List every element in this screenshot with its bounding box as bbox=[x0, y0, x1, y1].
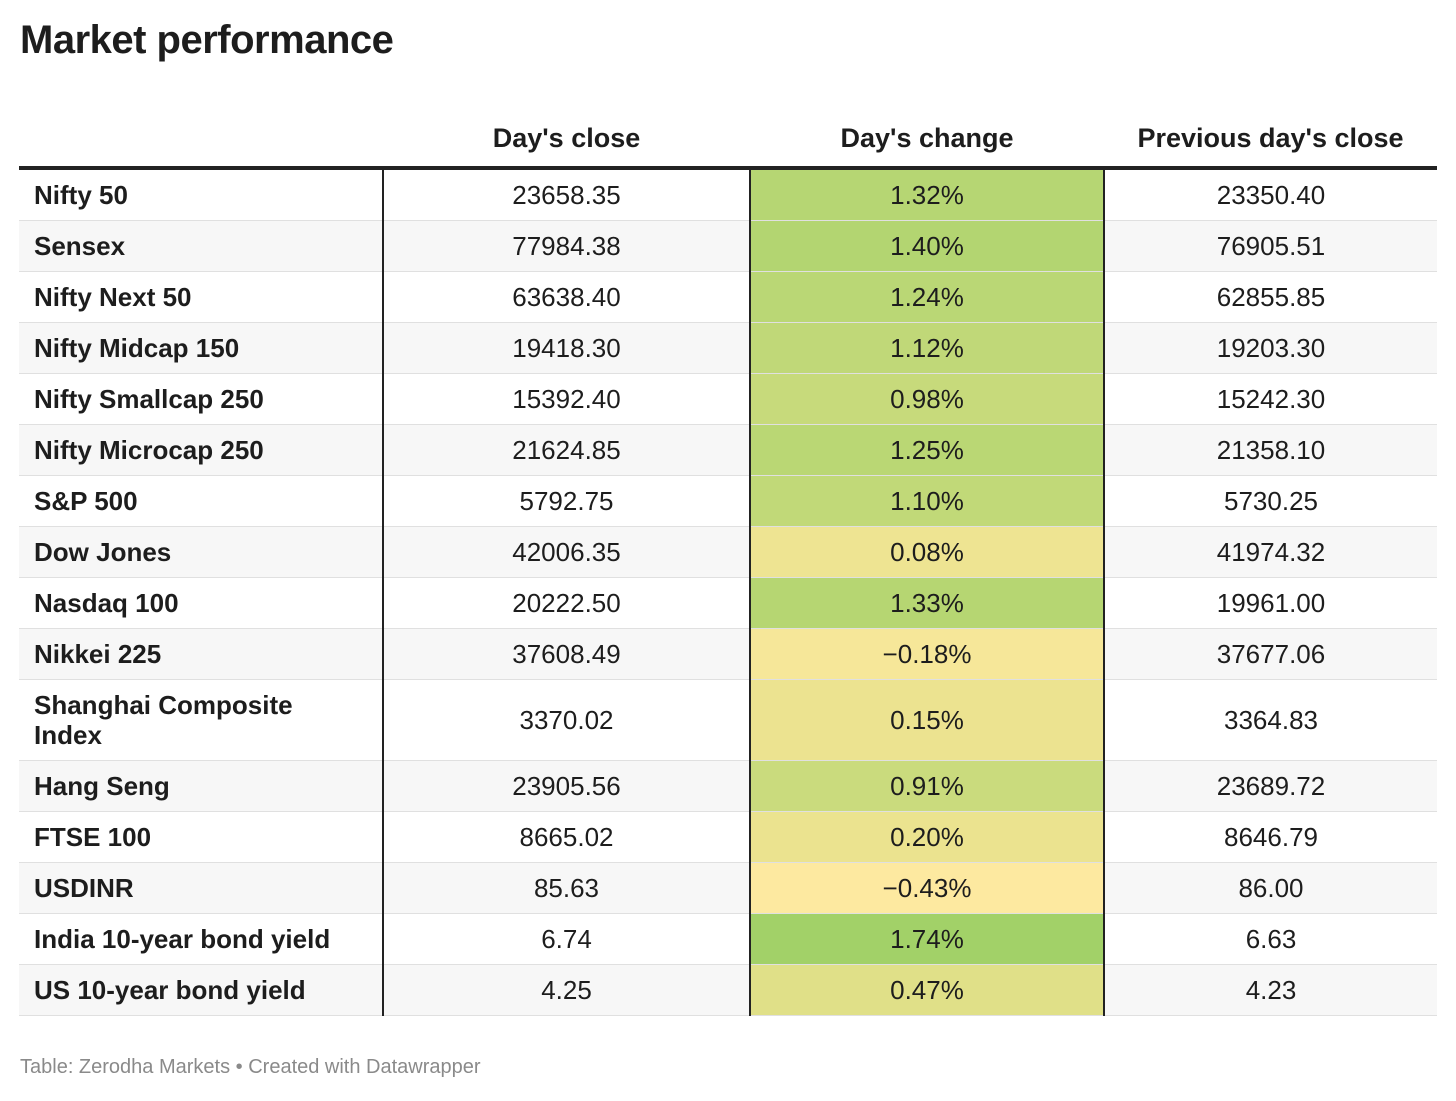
table-row: Nikkei 225 37608.49 −0.18% 37677.06 bbox=[19, 628, 1437, 680]
row-name: Nikkei 225 bbox=[19, 628, 383, 680]
table-row: Nifty 50 23658.35 1.32% 23350.40 bbox=[19, 168, 1437, 221]
row-close: 21624.85 bbox=[382, 424, 750, 476]
row-prev: 23350.40 bbox=[1104, 168, 1437, 221]
row-prev: 19203.30 bbox=[1104, 322, 1437, 374]
row-close: 4.25 bbox=[382, 964, 750, 1016]
row-change: 0.91% bbox=[749, 760, 1105, 812]
row-close: 37608.49 bbox=[382, 628, 750, 680]
row-name: Nasdaq 100 bbox=[19, 577, 383, 629]
row-name: Sensex bbox=[19, 220, 383, 272]
table-row: Nifty Smallcap 250 15392.40 0.98% 15242.30 bbox=[19, 373, 1437, 425]
row-name: USDINR bbox=[19, 862, 383, 914]
table-row: FTSE 100 8665.02 0.20% 8646.79 bbox=[19, 811, 1437, 863]
row-change: 1.24% bbox=[749, 271, 1105, 323]
row-prev: 15242.30 bbox=[1104, 373, 1437, 425]
row-close: 23658.35 bbox=[382, 168, 750, 221]
row-close: 5792.75 bbox=[382, 475, 750, 527]
row-change: 1.10% bbox=[749, 475, 1105, 527]
table-row: Nifty Microcap 250 21624.85 1.25% 21358.10 bbox=[19, 424, 1437, 476]
row-prev: 6.63 bbox=[1104, 913, 1437, 965]
table-header-row: Day's close Day's change Previous day's … bbox=[19, 110, 1437, 170]
row-name: FTSE 100 bbox=[19, 811, 383, 863]
column-header-prev: Previous day's close bbox=[1104, 110, 1437, 170]
row-name: India 10-year bond yield bbox=[19, 913, 383, 965]
row-change: 1.25% bbox=[749, 424, 1105, 476]
row-name: Nifty Midcap 150 bbox=[19, 322, 383, 374]
row-change: 0.15% bbox=[749, 679, 1105, 761]
row-prev: 3364.83 bbox=[1104, 679, 1437, 761]
row-change: 0.47% bbox=[749, 964, 1105, 1016]
row-prev: 21358.10 bbox=[1104, 424, 1437, 476]
row-change: 0.98% bbox=[749, 373, 1105, 425]
row-name: Dow Jones bbox=[19, 526, 383, 578]
column-header-name bbox=[19, 110, 383, 170]
row-close: 15392.40 bbox=[382, 373, 750, 425]
row-prev: 37677.06 bbox=[1104, 628, 1437, 680]
row-close: 8665.02 bbox=[382, 811, 750, 863]
table-row: India 10-year bond yield 6.74 1.74% 6.63 bbox=[19, 913, 1437, 965]
row-close: 6.74 bbox=[382, 913, 750, 965]
table-row: US 10-year bond yield 4.25 0.47% 4.23 bbox=[19, 964, 1437, 1016]
table-row: Shanghai Composite Index 3370.02 0.15% 3364… bbox=[19, 679, 1437, 761]
table-row: S&P 500 5792.75 1.10% 5730.25 bbox=[19, 475, 1437, 527]
row-prev: 8646.79 bbox=[1104, 811, 1437, 863]
row-change: 1.40% bbox=[749, 220, 1105, 272]
page-title: Market performance bbox=[20, 18, 394, 62]
row-name: Nifty Smallcap 250 bbox=[19, 373, 383, 425]
row-change: 0.08% bbox=[749, 526, 1105, 578]
table-row: Sensex 77984.38 1.40% 76905.51 bbox=[19, 220, 1437, 272]
table-row: Nasdaq 100 20222.50 1.33% 19961.00 bbox=[19, 577, 1437, 629]
row-name: Nifty Next 50 bbox=[19, 271, 383, 323]
table-row: Dow Jones 42006.35 0.08% 41974.32 bbox=[19, 526, 1437, 578]
table-row: USDINR 85.63 −0.43% 86.00 bbox=[19, 862, 1437, 914]
table-row: Hang Seng 23905.56 0.91% 23689.72 bbox=[19, 760, 1437, 812]
row-close: 85.63 bbox=[382, 862, 750, 914]
column-header-close: Day's close bbox=[383, 110, 750, 170]
row-name: Nifty Microcap 250 bbox=[19, 424, 383, 476]
table-row: Nifty Midcap 150 19418.30 1.12% 19203.30 bbox=[19, 322, 1437, 374]
row-name: Nifty 50 bbox=[19, 168, 383, 221]
row-prev: 76905.51 bbox=[1104, 220, 1437, 272]
row-change: −0.43% bbox=[749, 862, 1105, 914]
row-prev: 86.00 bbox=[1104, 862, 1437, 914]
row-prev: 4.23 bbox=[1104, 964, 1437, 1016]
column-header-change: Day's change bbox=[750, 110, 1104, 170]
row-name: US 10-year bond yield bbox=[19, 964, 383, 1016]
row-prev: 5730.25 bbox=[1104, 475, 1437, 527]
row-change: 1.12% bbox=[749, 322, 1105, 374]
row-close: 20222.50 bbox=[382, 577, 750, 629]
row-prev: 23689.72 bbox=[1104, 760, 1437, 812]
row-name: S&P 500 bbox=[19, 475, 383, 527]
row-close: 77984.38 bbox=[382, 220, 750, 272]
row-prev: 62855.85 bbox=[1104, 271, 1437, 323]
row-change: 1.74% bbox=[749, 913, 1105, 965]
table-body: Nifty 50 23658.35 1.32% 23350.40 Sensex 77984… bbox=[19, 168, 1437, 1016]
table-row: Nifty Next 50 63638.40 1.24% 62855.85 bbox=[19, 271, 1437, 323]
row-name: Hang Seng bbox=[19, 760, 383, 812]
row-close: 3370.02 bbox=[382, 679, 750, 761]
market-table: Day's close Day's change Previous day's … bbox=[19, 110, 1437, 1016]
row-name: Shanghai Composite Index bbox=[19, 679, 383, 761]
row-close: 19418.30 bbox=[382, 322, 750, 374]
row-change: 1.32% bbox=[749, 168, 1105, 221]
row-change: 0.20% bbox=[749, 811, 1105, 863]
row-close: 23905.56 bbox=[382, 760, 750, 812]
row-prev: 19961.00 bbox=[1104, 577, 1437, 629]
row-change: 1.33% bbox=[749, 577, 1105, 629]
row-change: −0.18% bbox=[749, 628, 1105, 680]
row-close: 63638.40 bbox=[382, 271, 750, 323]
row-close: 42006.35 bbox=[382, 526, 750, 578]
row-prev: 41974.32 bbox=[1104, 526, 1437, 578]
source-footer: Table: Zerodha Markets • Created with Da… bbox=[20, 1056, 481, 1078]
